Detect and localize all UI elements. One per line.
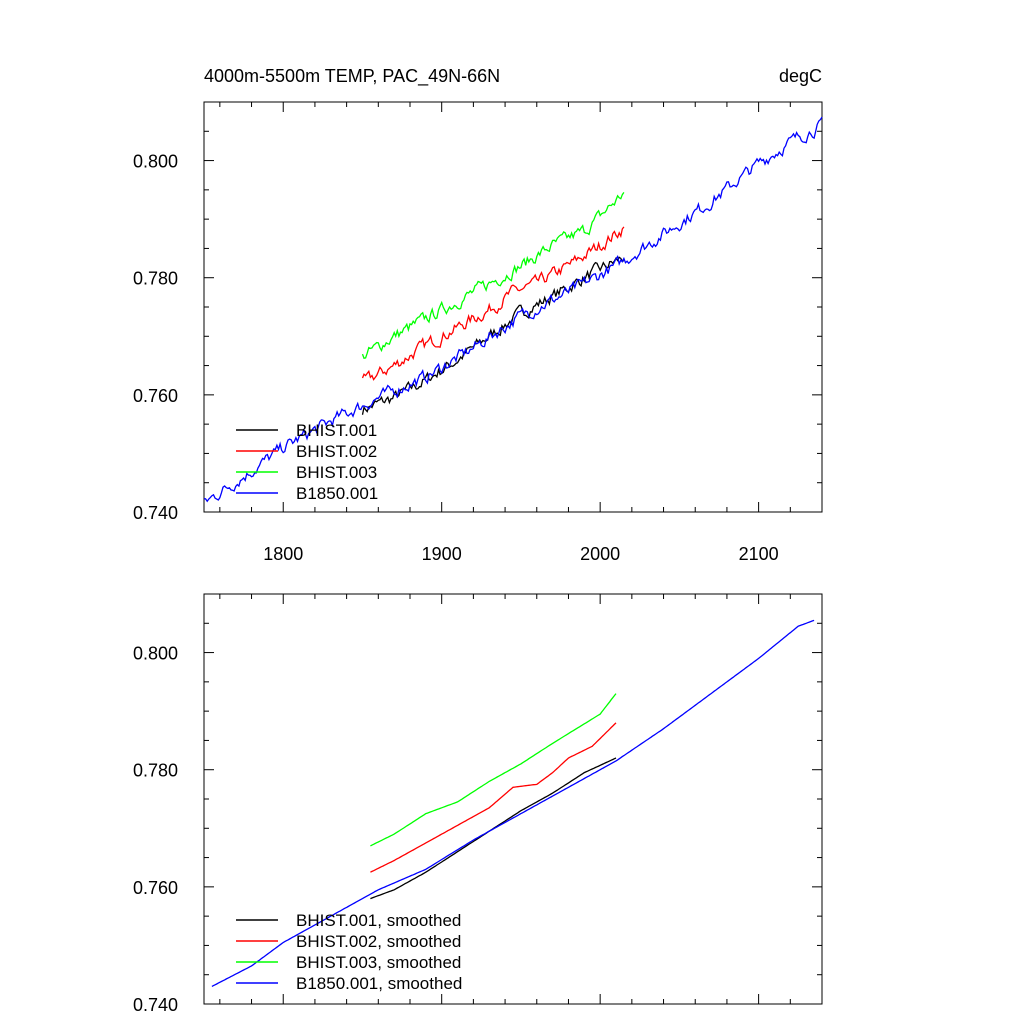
legend-label: BHIST.003, smoothed bbox=[296, 953, 461, 972]
legend-label: BHIST.003 bbox=[296, 463, 377, 482]
chart-title: 4000m-5500m TEMP, PAC_49N-66N bbox=[204, 66, 500, 87]
x-tick-label: 2100 bbox=[739, 544, 779, 564]
series-line-3 bbox=[370, 693, 617, 847]
y-tick-label: 0.780 bbox=[133, 761, 178, 781]
y-tick-label: 0.780 bbox=[133, 269, 178, 289]
x-tick-label: 1800 bbox=[263, 544, 303, 564]
legend-label: B1850.001, smoothed bbox=[296, 974, 462, 993]
y-tick-label: 0.740 bbox=[133, 995, 178, 1015]
y-tick-label: 0.760 bbox=[133, 878, 178, 898]
series-line-4 bbox=[211, 619, 815, 987]
legend-label: BHIST.001 bbox=[296, 421, 377, 440]
series-line-2 bbox=[361, 226, 625, 381]
legend-label: BHIST.002 bbox=[296, 442, 377, 461]
x-tick-label: 2000 bbox=[580, 544, 620, 564]
series-line-2 bbox=[370, 722, 617, 873]
y-tick-label: 0.800 bbox=[133, 644, 178, 664]
series-line-3 bbox=[361, 192, 625, 359]
legend-label: BHIST.001, smoothed bbox=[296, 911, 461, 930]
x-tick-label: 1900 bbox=[422, 544, 462, 564]
y-tick-label: 0.740 bbox=[133, 503, 178, 523]
units-label: degC bbox=[779, 66, 822, 86]
plot-bottom: 0.740 0.760 0.780 0.800 BHIST.001, smoothed B… bbox=[133, 593, 823, 1015]
series-line-1 bbox=[361, 256, 624, 415]
y-tick-label: 0.800 bbox=[133, 152, 178, 172]
series-line-4 bbox=[203, 116, 823, 503]
legend-label: BHIST.002, smoothed bbox=[296, 932, 461, 951]
plot-top: 0.740 0.760 0.780 0.800 1800 1900 2000 2100 BHIS… bbox=[133, 101, 823, 564]
y-tick-label: 0.760 bbox=[133, 386, 178, 406]
legend-label: B1850.001 bbox=[296, 484, 378, 503]
